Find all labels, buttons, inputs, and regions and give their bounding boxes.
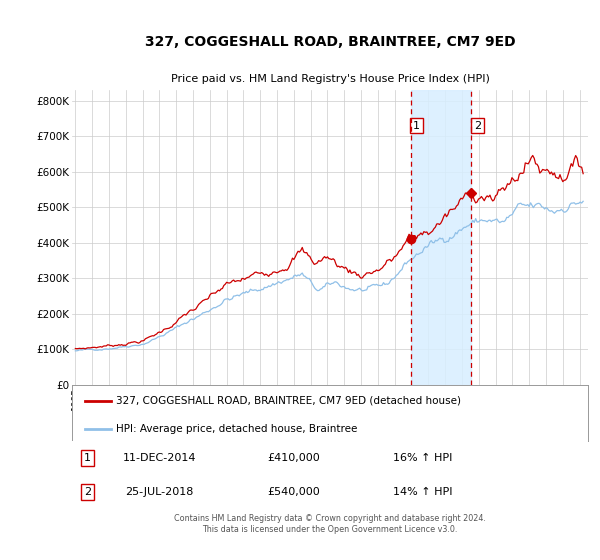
Text: Price paid vs. HM Land Registry's House Price Index (HPI): Price paid vs. HM Land Registry's House … [170,74,490,84]
Text: 11-DEC-2014: 11-DEC-2014 [123,453,196,463]
Text: 2: 2 [474,121,481,130]
Text: 16% ↑ HPI: 16% ↑ HPI [393,453,452,463]
Text: 25-JUL-2018: 25-JUL-2018 [125,487,194,497]
Text: 327, COGGESHALL ROAD, BRAINTREE, CM7 9ED (detached house): 327, COGGESHALL ROAD, BRAINTREE, CM7 9ED… [116,395,461,405]
Text: Contains HM Land Registry data © Crown copyright and database right 2024.
This d: Contains HM Land Registry data © Crown c… [174,514,486,534]
Text: 1: 1 [84,453,91,463]
Text: HPI: Average price, detached house, Braintree: HPI: Average price, detached house, Brai… [116,424,357,434]
Text: £410,000: £410,000 [268,453,320,463]
Text: 1: 1 [413,121,420,130]
Text: 14% ↑ HPI: 14% ↑ HPI [393,487,452,497]
Bar [410,90,472,385]
Text: 2: 2 [84,487,91,497]
Text: £540,000: £540,000 [268,487,320,497]
Text: 327, COGGESHALL ROAD, BRAINTREE, CM7 9ED: 327, COGGESHALL ROAD, BRAINTREE, CM7 9ED [145,35,515,49]
